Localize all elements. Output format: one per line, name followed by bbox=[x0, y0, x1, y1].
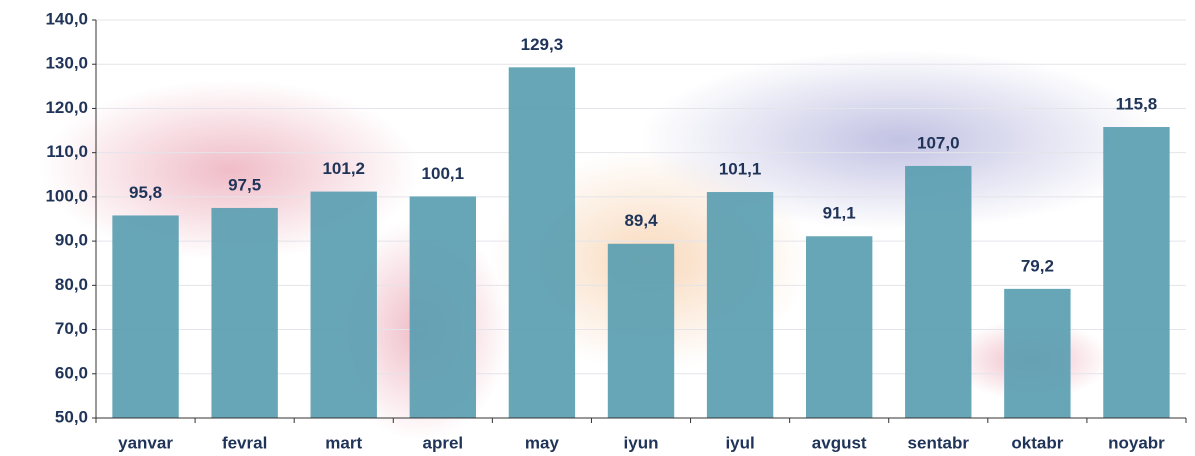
bar bbox=[905, 165, 972, 418]
bar bbox=[1004, 288, 1071, 418]
value-label: 91,1 bbox=[823, 204, 856, 223]
value-label: 89,4 bbox=[624, 211, 658, 230]
bar bbox=[112, 215, 179, 418]
x-tick-label: sentabr bbox=[908, 433, 970, 452]
bar bbox=[706, 192, 774, 418]
value-label: 107,0 bbox=[917, 133, 960, 152]
value-label: 115,8 bbox=[1116, 95, 1158, 114]
bar bbox=[1103, 127, 1170, 419]
bar bbox=[607, 243, 675, 418]
y-tick-label: 50,0 bbox=[55, 407, 88, 426]
y-tick-label: 70,0 bbox=[55, 319, 88, 338]
y-tick-label: 80,0 bbox=[55, 275, 88, 294]
bar bbox=[310, 191, 377, 418]
value-label: 101,2 bbox=[322, 159, 365, 178]
y-tick-label: 130,0 bbox=[45, 54, 88, 73]
x-tick-label: fevral bbox=[222, 433, 267, 452]
y-tick-label: 90,0 bbox=[55, 231, 88, 250]
bar bbox=[211, 207, 278, 418]
value-label: 101,1 bbox=[719, 160, 762, 179]
y-tick-label: 60,0 bbox=[55, 363, 88, 382]
x-tick-label: iyul bbox=[725, 433, 754, 452]
x-tick-label: mart bbox=[325, 433, 362, 452]
value-label: 97,5 bbox=[228, 175, 261, 194]
x-tick-label: may bbox=[525, 433, 560, 452]
x-tick-label: yanvar bbox=[118, 433, 173, 452]
value-label: 95,8 bbox=[129, 183, 162, 202]
bar bbox=[508, 67, 576, 418]
value-label: 129,3 bbox=[521, 35, 564, 54]
value-label: 100,1 bbox=[422, 164, 465, 183]
x-tick-label: noyabr bbox=[1108, 433, 1165, 452]
y-tick-label: 100,0 bbox=[45, 186, 88, 205]
x-tick-label: oktabr bbox=[1011, 433, 1063, 452]
y-tick-label: 140,0 bbox=[45, 9, 88, 28]
y-tick-label: 120,0 bbox=[45, 98, 88, 117]
bar bbox=[409, 196, 477, 418]
x-tick-label: aprel bbox=[422, 433, 463, 452]
y-tick-label: 110,0 bbox=[46, 142, 88, 161]
x-tick-label: iyun bbox=[624, 433, 659, 452]
bar bbox=[805, 236, 873, 418]
value-label: 79,2 bbox=[1021, 256, 1054, 275]
x-tick-label: avgust bbox=[812, 433, 867, 452]
